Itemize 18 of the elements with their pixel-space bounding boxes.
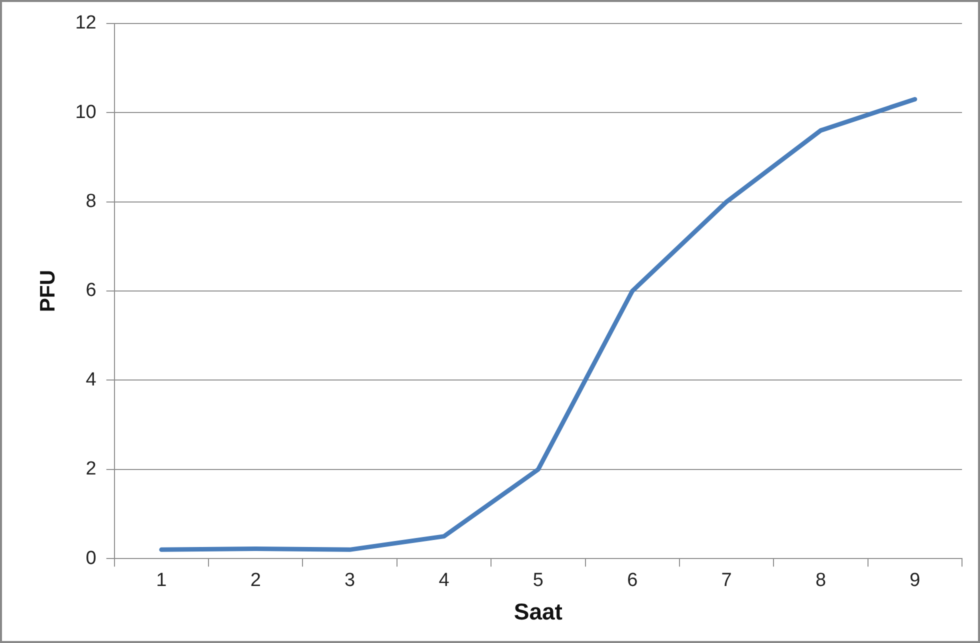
x-tick-label: 1	[156, 570, 167, 592]
x-tick-label: 4	[438, 570, 450, 592]
y-tick-label: 2	[86, 458, 96, 480]
x-tick-label: 5	[532, 570, 544, 592]
y-tick-label: 4	[86, 369, 97, 390]
y-axis-title: PFU	[36, 270, 60, 312]
x-tick-label: 3	[344, 570, 356, 592]
x-tick-label: 6	[627, 570, 638, 592]
y-tick-label: 0	[86, 548, 96, 569]
x-tick-label: 7	[721, 570, 732, 592]
x-tick-label: 8	[815, 570, 826, 592]
y-tick-label: 8	[86, 191, 96, 212]
y-tick-label: 6	[86, 280, 96, 302]
y-tick-label: 10	[75, 102, 96, 123]
x-axis-title: Saat	[514, 598, 563, 625]
x-tick-label: 2	[250, 570, 261, 592]
x-tick-label: 9	[910, 570, 920, 592]
y-tick-label: 12	[75, 12, 96, 34]
